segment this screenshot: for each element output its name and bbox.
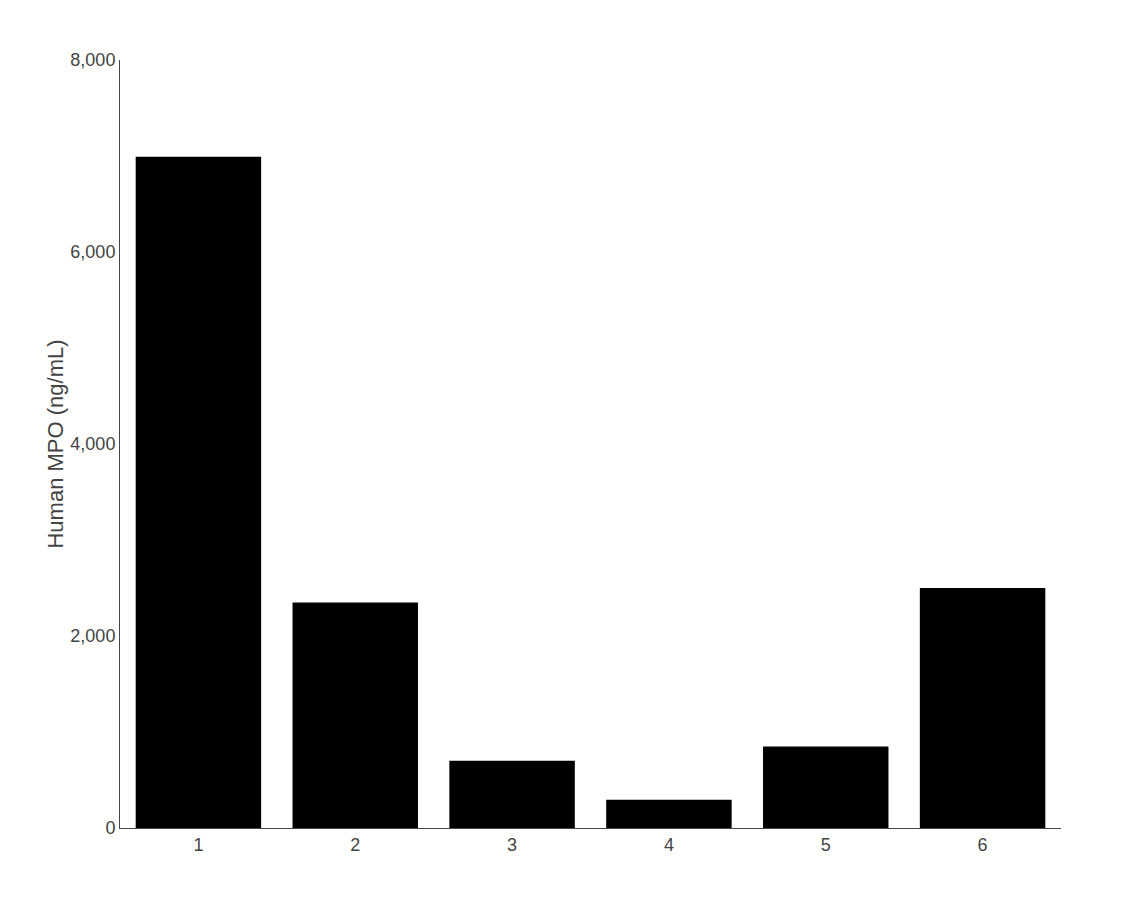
svg-text:2,000: 2,000 xyxy=(70,626,115,646)
svg-text:6: 6 xyxy=(978,835,988,855)
svg-text:2: 2 xyxy=(350,835,360,855)
svg-text:4: 4 xyxy=(664,835,674,855)
svg-text:8,000: 8,000 xyxy=(70,50,115,70)
svg-text:1: 1 xyxy=(193,835,203,855)
svg-text:6,000: 6,000 xyxy=(70,242,115,262)
svg-text:Human MPO (ng/mL): Human MPO (ng/mL) xyxy=(43,339,68,548)
svg-text:3: 3 xyxy=(507,835,517,855)
svg-text:0: 0 xyxy=(105,818,115,838)
svg-text:4,000: 4,000 xyxy=(70,434,115,454)
svg-text:5: 5 xyxy=(821,835,831,855)
